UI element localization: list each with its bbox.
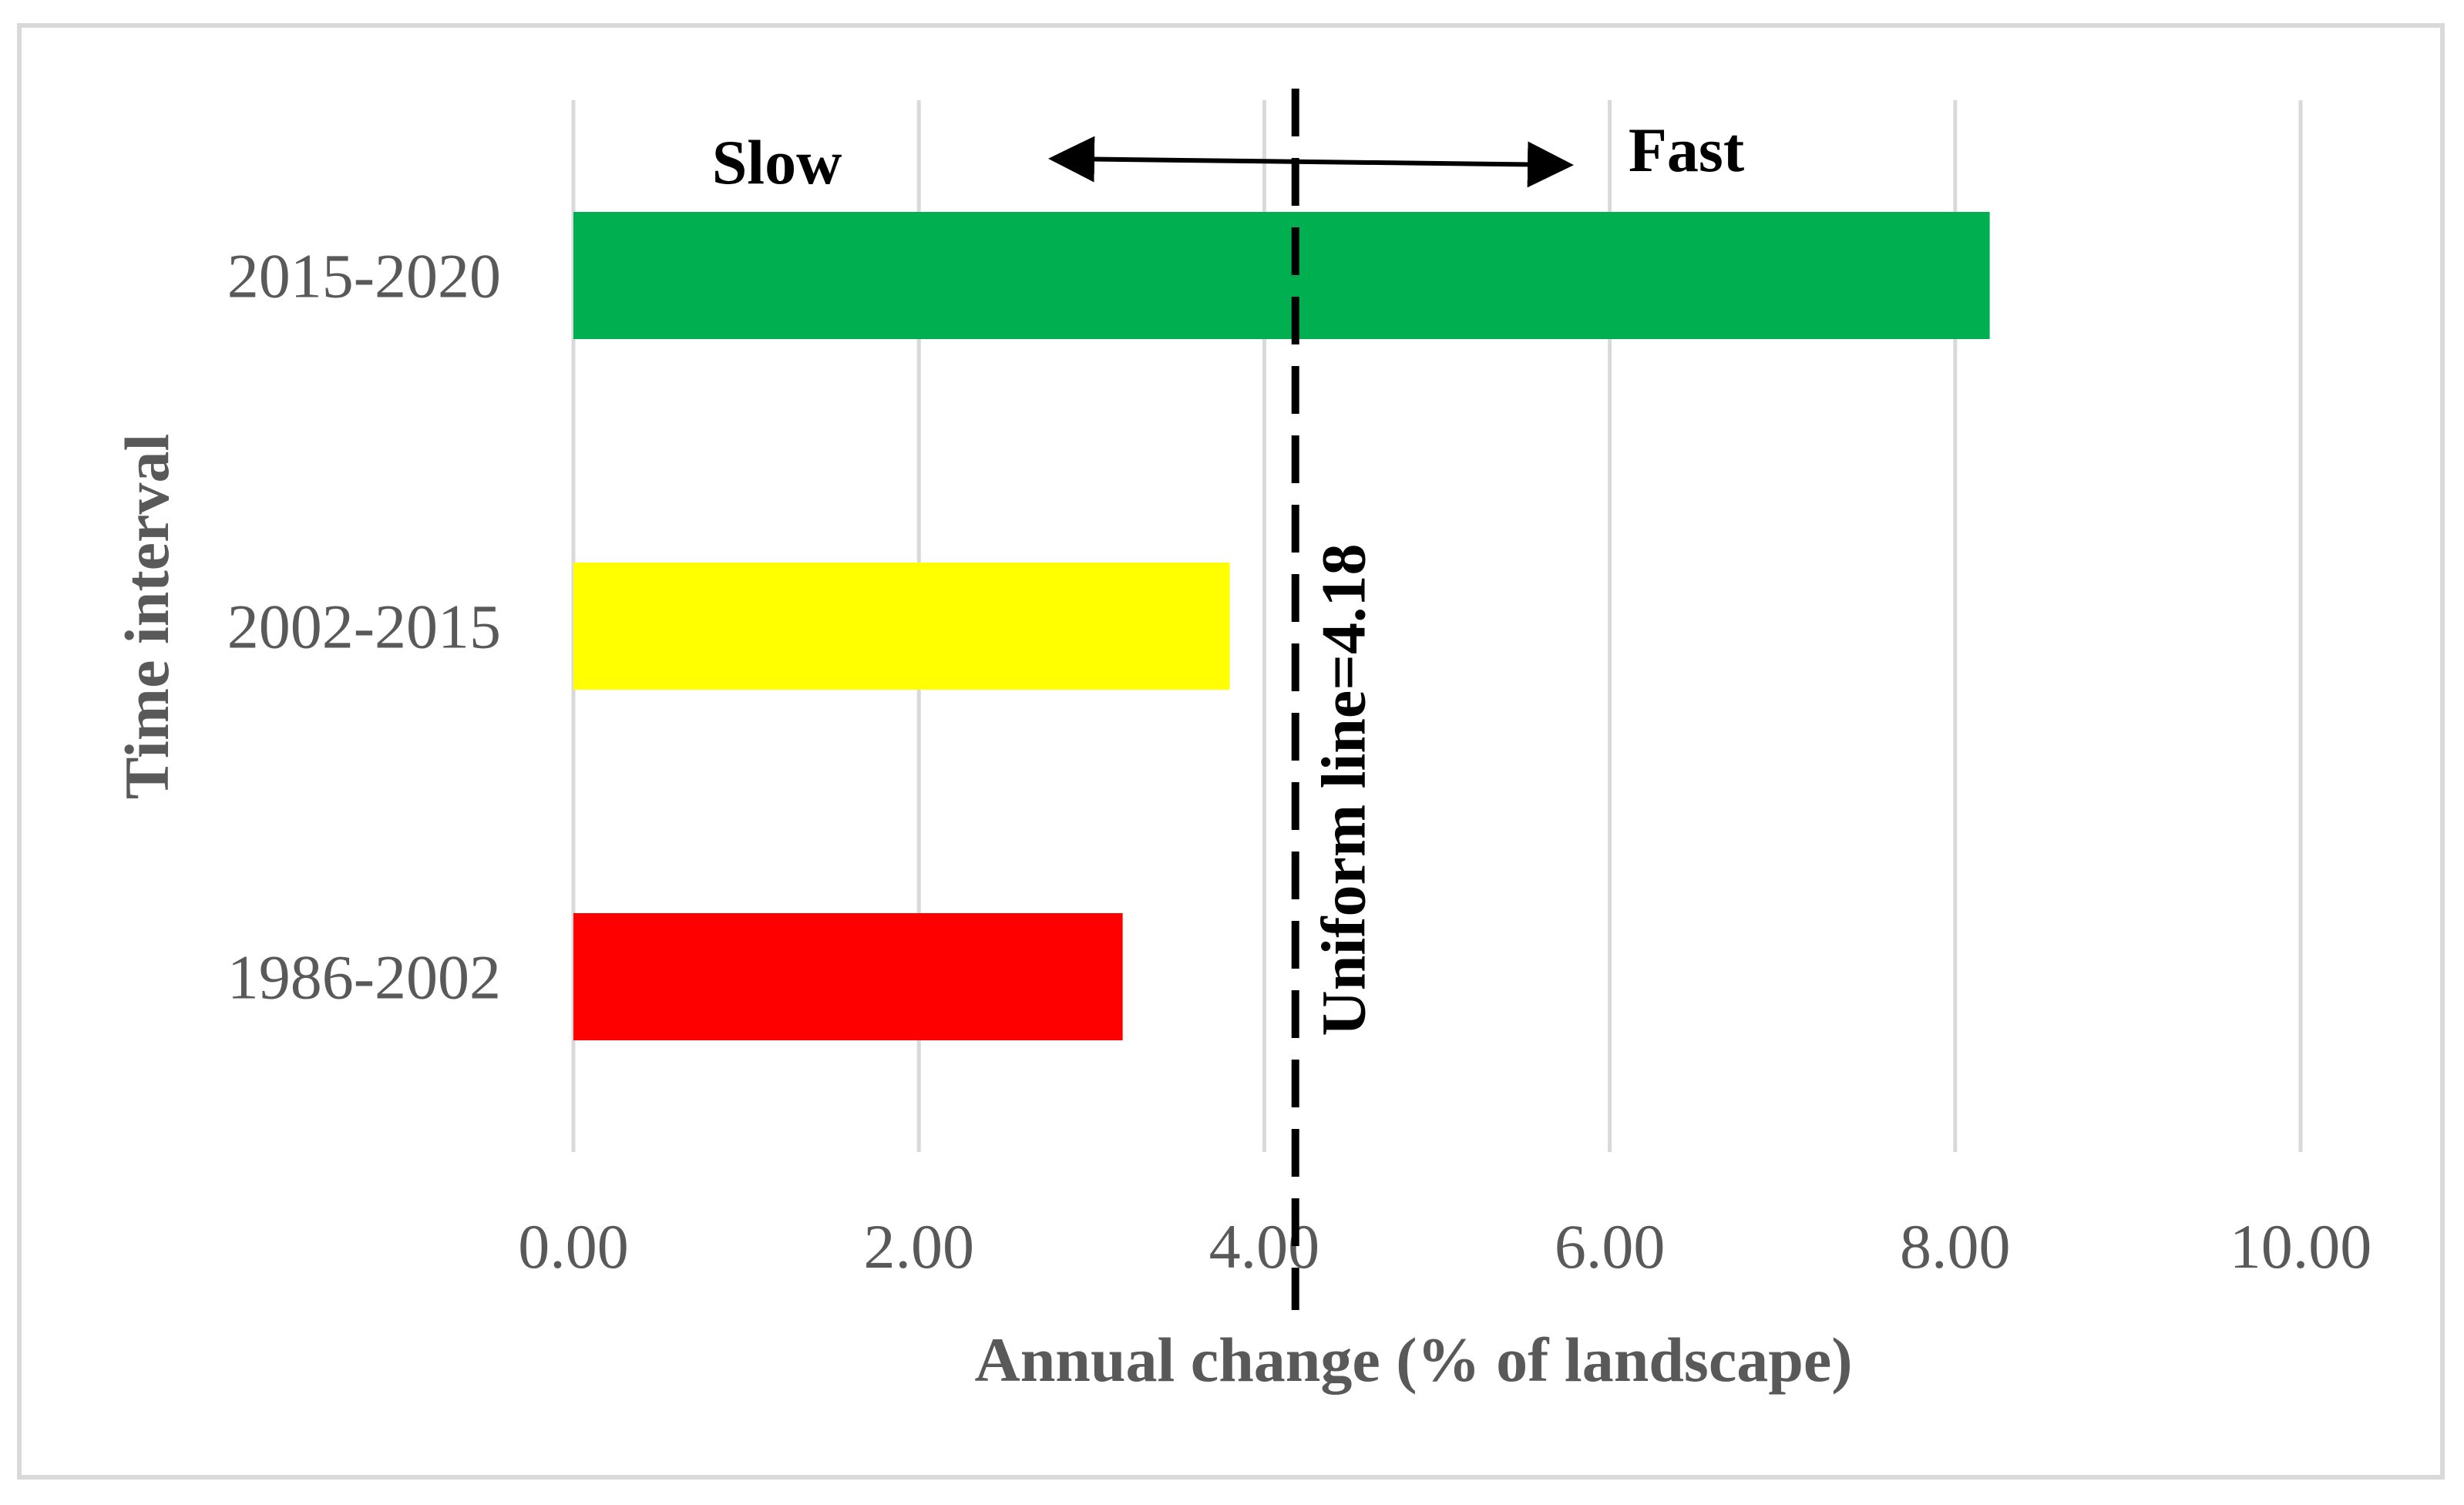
bar-1986-2002 [573, 913, 1123, 1040]
x-tick-label-2: 4.00 [1209, 1211, 1320, 1282]
slow-fast-arrow [1048, 136, 1574, 188]
y-tick-labels: 2015-2020 2002-2015 1986-2002 [227, 241, 501, 1013]
uniform-line-label: Uniform line=4.18 [1309, 544, 1379, 1036]
y-axis-title: Time interval [112, 434, 182, 799]
slow-label: Slow [712, 127, 842, 197]
x-tick-label-5: 10.00 [2230, 1211, 2372, 1282]
y-tick-label-2015-2020: 2015-2020 [227, 241, 501, 311]
fast-label: Fast [1629, 115, 1744, 185]
x-tick-label-1: 2.00 [863, 1211, 974, 1282]
x-tick-label-4: 8.00 [1900, 1211, 2011, 1282]
y-tick-label-1986-2002: 1986-2002 [227, 942, 501, 1013]
bar-2015-2020 [573, 212, 1990, 339]
bar-2002-2015 [573, 563, 1230, 690]
y-tick-label-2002-2015: 2002-2015 [227, 592, 501, 662]
x-tick-label-0: 0.00 [518, 1211, 629, 1282]
x-tick-labels: 0.00 2.00 4.00 6.00 8.00 10.00 [518, 1211, 2372, 1282]
x-tick-label-3: 6.00 [1555, 1211, 1666, 1282]
bars [573, 212, 1990, 1040]
x-axis-title: Annual change (% of landscape) [974, 1325, 1852, 1395]
